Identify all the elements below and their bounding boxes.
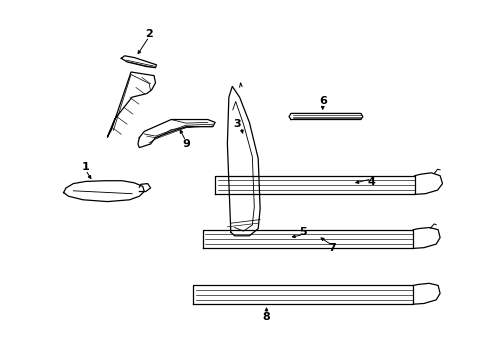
Text: 2: 2 [145,29,153,39]
Text: 3: 3 [233,119,241,129]
Text: 6: 6 [318,96,326,106]
Text: 7: 7 [328,243,336,253]
Text: 8: 8 [262,312,270,322]
Text: 5: 5 [299,227,306,237]
Text: 4: 4 [367,177,375,187]
Text: 1: 1 [81,162,89,172]
Text: 9: 9 [182,139,189,149]
